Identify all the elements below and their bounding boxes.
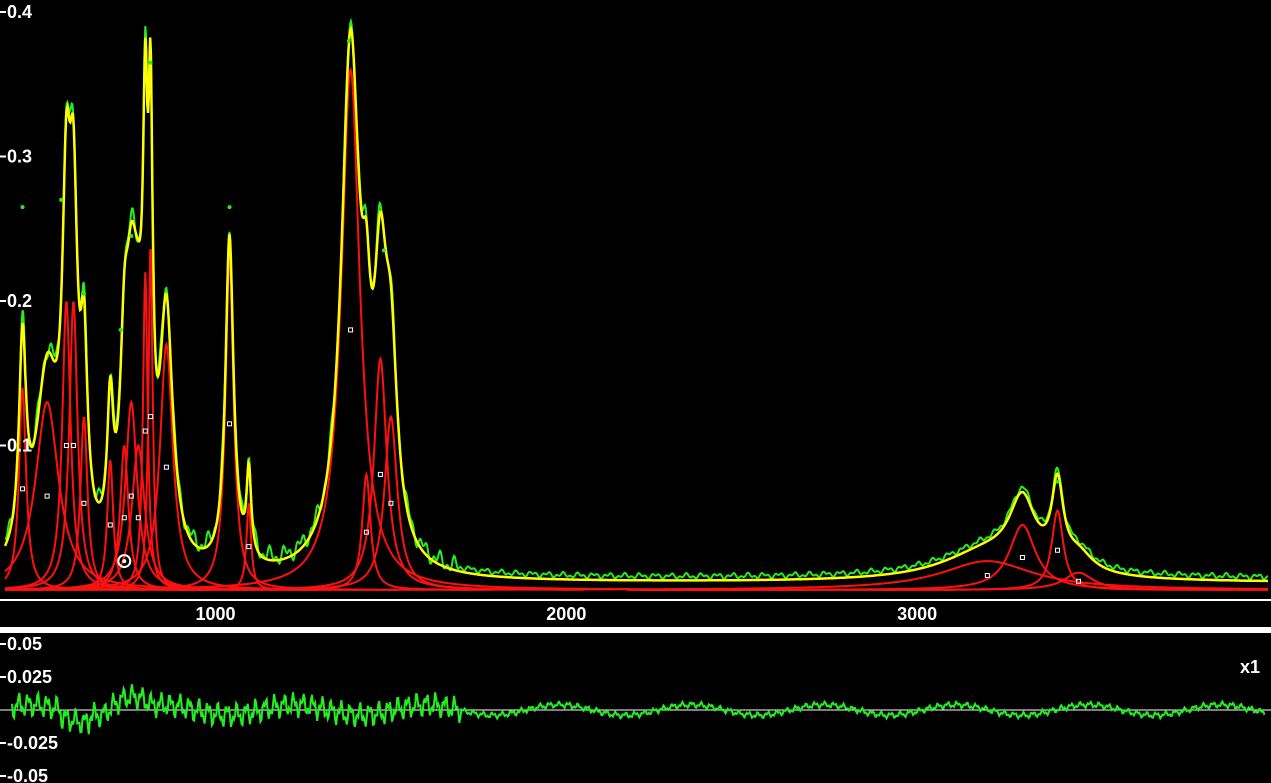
component-marker-11 [163, 464, 169, 470]
measured-marker-7 [346, 38, 351, 43]
component-marker-8 [135, 515, 141, 521]
residual-y-tick-label: -0.025 [7, 733, 58, 753]
component-peak-14 [69, 66, 632, 591]
component-marker-19 [1019, 554, 1025, 560]
component-marker-18 [984, 573, 990, 579]
component-marker-1 [44, 493, 50, 499]
component-marker-14 [348, 327, 354, 333]
component-marker-16 [377, 471, 383, 477]
component-marker-10 [148, 414, 154, 420]
measured-marker-3 [118, 327, 123, 332]
x-tick-label: 1000 [195, 604, 235, 624]
residual-y-tick-label: 0.025 [7, 667, 52, 687]
fit-envelope-line [3, 25, 1268, 583]
x-tick-label: 2000 [546, 604, 586, 624]
measured-marker-4 [129, 233, 134, 238]
residual-line [11, 684, 1266, 735]
measured-marker-2 [81, 291, 86, 296]
component-marker-9 [142, 428, 148, 434]
component-marker-6 [121, 515, 127, 521]
measured-marker-1 [59, 197, 64, 202]
component-peak-21 [640, 571, 1268, 591]
residual-plot[interactable]: x1 0.05 0.025 -0.025 -0.05 [0, 633, 1271, 783]
measured-marker-0 [20, 205, 25, 210]
y-tick-label: 0.4 [7, 2, 32, 22]
component-marker-2 [63, 443, 69, 448]
component-marker-7 [128, 493, 134, 499]
component-marker-5 [107, 522, 113, 528]
spectrum-plot[interactable]: 1000 2000 3000 0.1 0.2 0.3 0.4 [0, 0, 1271, 627]
scale-label: x1 [1240, 657, 1260, 677]
y-tick-label: 0.2 [7, 291, 32, 311]
component-marker-13 [246, 544, 252, 550]
measured-marker-8 [381, 248, 386, 253]
y-tick-label: 0.1 [7, 436, 32, 456]
component-marker-15 [363, 529, 369, 535]
selected-point-ring [117, 554, 132, 569]
component-peak-1 [4, 400, 398, 591]
component-marker-3 [70, 443, 76, 448]
x-tick-label: 3000 [897, 604, 937, 624]
residual-y-tick-label: 0.05 [7, 634, 42, 654]
measured-spectrum-line [4, 17, 1269, 581]
spectrum-panel[interactable]: 1000 2000 3000 0.1 0.2 0.3 0.4 [0, 0, 1271, 627]
component-marker-20 [1055, 547, 1060, 553]
component-marker-12 [227, 421, 233, 427]
component-marker-17 [388, 500, 394, 506]
selected-point-dot [122, 559, 127, 564]
measured-marker-6 [227, 205, 232, 210]
component-marker-0 [20, 486, 26, 492]
component-marker-21 [1076, 578, 1082, 584]
residual-y-tick-label: -0.05 [7, 766, 48, 783]
y-tick-label: 0.3 [7, 147, 32, 167]
component-marker-4 [81, 500, 87, 506]
residual-panel[interactable]: x1 0.05 0.025 -0.025 -0.05 [0, 633, 1271, 783]
measured-marker-5 [148, 60, 153, 65]
measured-marker-9 [1055, 479, 1060, 484]
